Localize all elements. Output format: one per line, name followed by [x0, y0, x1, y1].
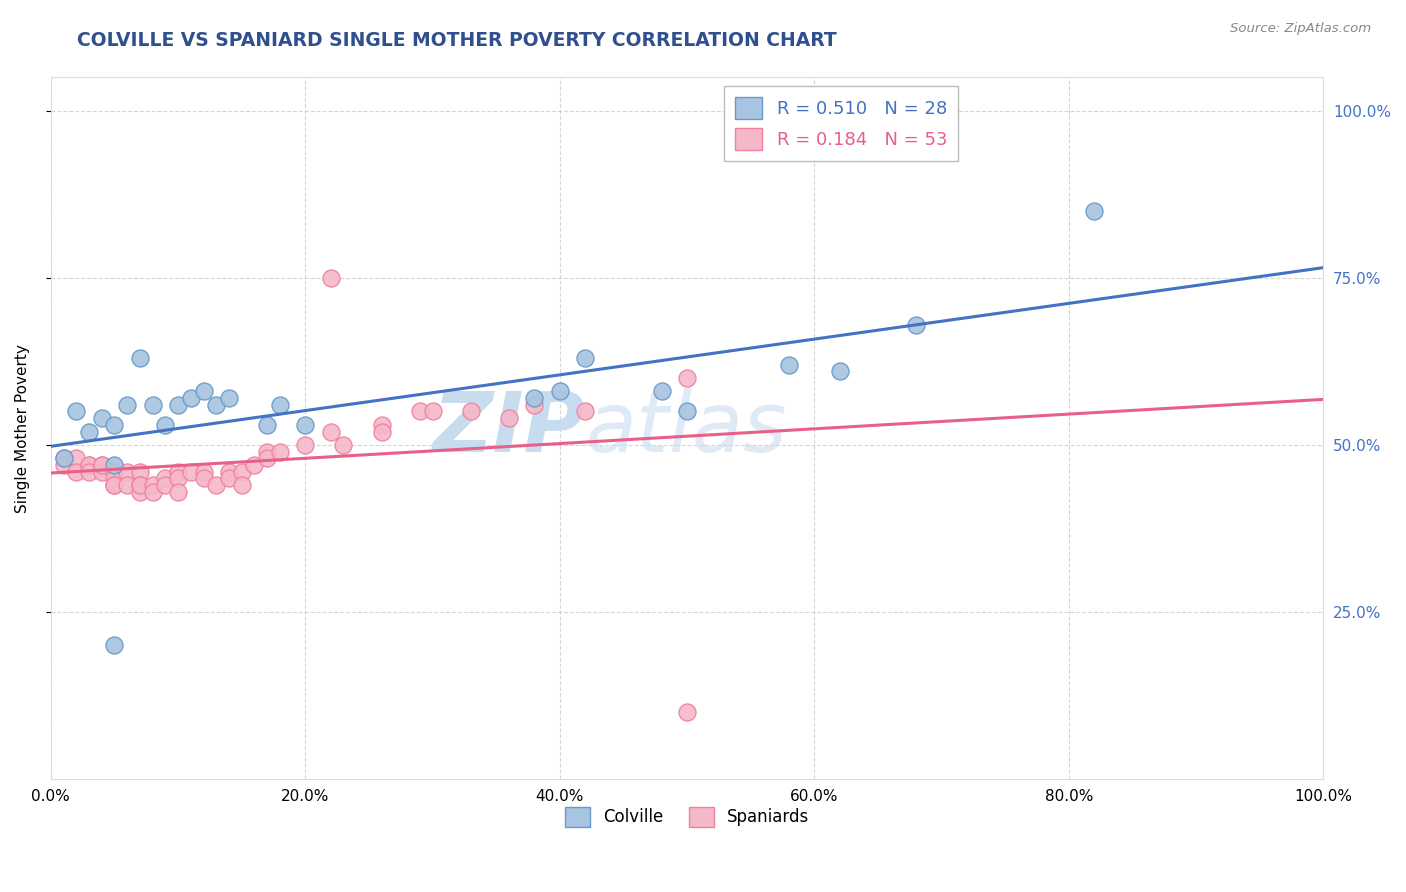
Point: [90, 458, 112, 472]
Point: [167, 398, 190, 412]
Point: [193, 471, 215, 485]
Point: [319, 425, 342, 439]
Point: [676, 705, 699, 719]
Point: [52, 451, 75, 466]
Point: [243, 458, 266, 472]
Point: [77, 458, 100, 472]
Point: [498, 411, 520, 425]
Legend: Colville, Spaniards: Colville, Spaniards: [558, 800, 815, 834]
Point: [370, 425, 392, 439]
Point: [256, 417, 278, 432]
Point: [115, 478, 138, 492]
Point: [218, 391, 240, 405]
Y-axis label: Single Mother Poverty: Single Mother Poverty: [15, 343, 30, 513]
Point: [231, 465, 253, 479]
Point: [422, 404, 444, 418]
Point: [256, 444, 278, 458]
Point: [193, 465, 215, 479]
Point: [103, 478, 125, 492]
Point: [77, 458, 100, 472]
Point: [129, 478, 152, 492]
Point: [52, 451, 75, 466]
Point: [167, 465, 190, 479]
Point: [129, 465, 152, 479]
Point: [129, 484, 152, 499]
Point: [115, 398, 138, 412]
Point: [167, 484, 190, 499]
Point: [167, 471, 190, 485]
Point: [676, 404, 699, 418]
Point: [218, 471, 240, 485]
Point: [90, 458, 112, 472]
Point: [460, 404, 482, 418]
Point: [103, 465, 125, 479]
Point: [77, 425, 100, 439]
Point: [332, 438, 354, 452]
Point: [205, 398, 228, 412]
Point: [778, 358, 800, 372]
Point: [294, 417, 316, 432]
Point: [676, 371, 699, 385]
Point: [1083, 204, 1105, 219]
Point: [155, 471, 177, 485]
Point: [218, 465, 240, 479]
Point: [294, 438, 316, 452]
Point: [205, 478, 228, 492]
Text: atlas: atlas: [585, 388, 787, 468]
Point: [231, 478, 253, 492]
Point: [65, 465, 87, 479]
Point: [319, 271, 342, 285]
Point: [905, 318, 928, 332]
Point: [193, 384, 215, 399]
Point: [548, 384, 571, 399]
Point: [523, 398, 546, 412]
Point: [574, 404, 596, 418]
Point: [155, 417, 177, 432]
Point: [103, 458, 125, 472]
Point: [574, 351, 596, 365]
Point: [409, 404, 432, 418]
Point: [269, 444, 291, 458]
Text: ZIP: ZIP: [433, 388, 585, 468]
Point: [180, 391, 202, 405]
Point: [142, 398, 165, 412]
Point: [103, 471, 125, 485]
Point: [52, 458, 75, 472]
Point: [142, 484, 165, 499]
Point: [129, 351, 152, 365]
Point: [90, 411, 112, 425]
Point: [115, 465, 138, 479]
Point: [370, 417, 392, 432]
Point: [65, 404, 87, 418]
Point: [103, 638, 125, 652]
Point: [129, 478, 152, 492]
Point: [90, 465, 112, 479]
Point: [523, 391, 546, 405]
Text: Source: ZipAtlas.com: Source: ZipAtlas.com: [1230, 22, 1371, 36]
Text: COLVILLE VS SPANIARD SINGLE MOTHER POVERTY CORRELATION CHART: COLVILLE VS SPANIARD SINGLE MOTHER POVER…: [77, 31, 837, 50]
Point: [828, 364, 851, 378]
Point: [651, 384, 673, 399]
Point: [155, 478, 177, 492]
Point: [269, 398, 291, 412]
Point: [256, 451, 278, 466]
Point: [142, 478, 165, 492]
Point: [103, 417, 125, 432]
Point: [180, 465, 202, 479]
Point: [65, 451, 87, 466]
Point: [103, 478, 125, 492]
Point: [77, 465, 100, 479]
